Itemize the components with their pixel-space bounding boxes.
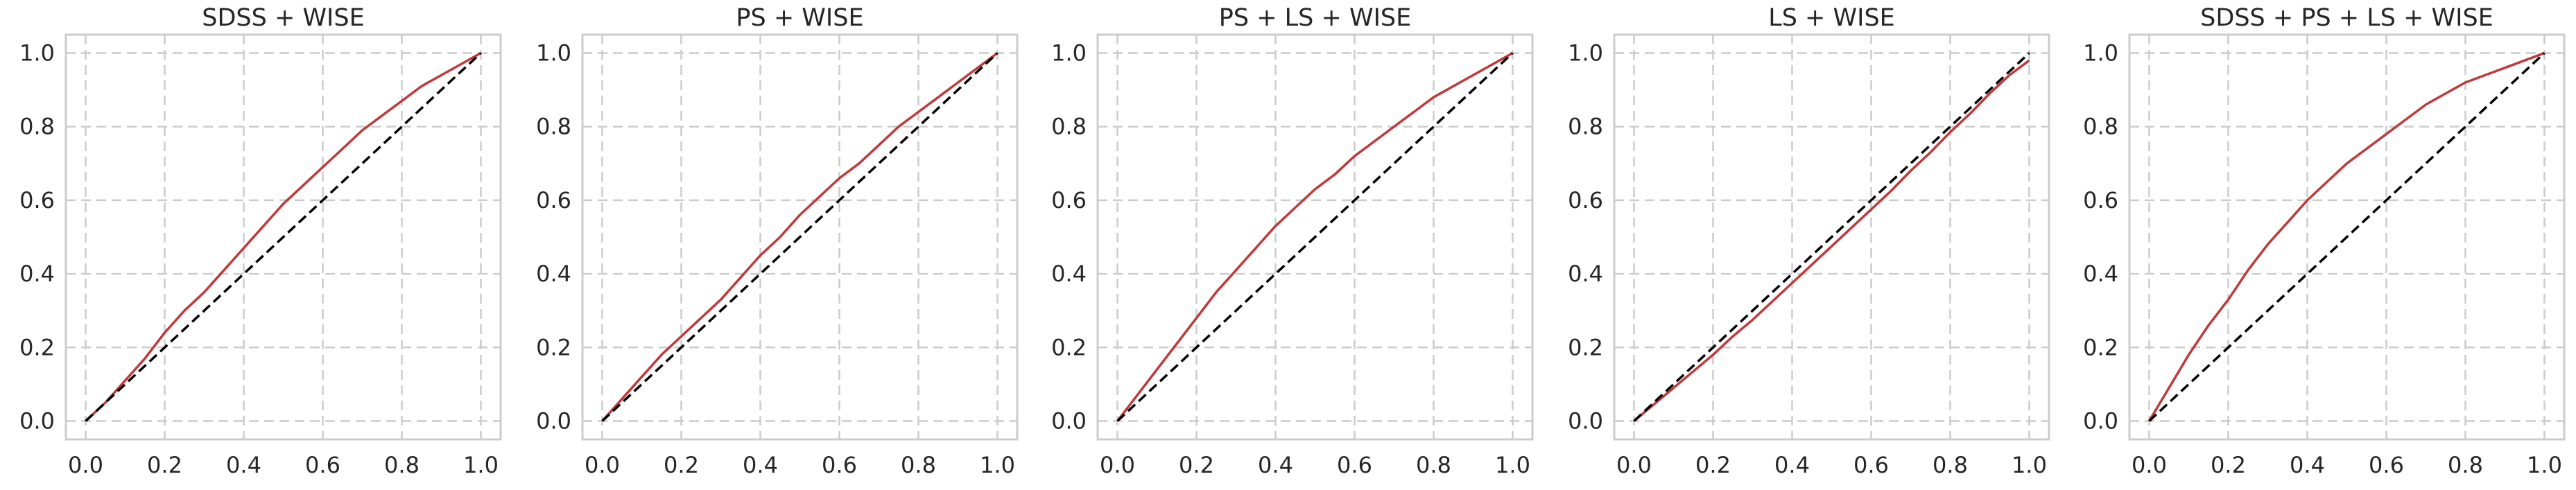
chart-panel-1: 0.0 0.2 0.4 0.6 0.8 1.0 0.0 0.2 0.4 0.6 0.8 1.0 SDSS…	[19, 4, 502, 478]
y-tick-label: 0.0	[1568, 408, 1603, 434]
axes-frame	[64, 33, 502, 441]
x-tick-label: 0.0	[68, 452, 103, 478]
x-tick-label: 0.0	[585, 452, 620, 478]
diagonal-reference-line	[1116, 52, 1514, 422]
y-tick-label: 1.0	[2083, 40, 2118, 67]
y-tick-label: 1.0	[536, 40, 571, 67]
y-tick-label: 0.0	[2083, 408, 2118, 434]
diagonal-reference-line	[1633, 52, 2030, 422]
y-tick-label: 0.0	[19, 408, 55, 434]
y-tick-label: 0.8	[2083, 114, 2118, 140]
y-tick-label: 0.8	[19, 114, 55, 140]
y-tick-label: 0.2	[1051, 334, 1087, 360]
axes-frame	[581, 33, 1019, 441]
y-tick-label: 0.8	[1568, 114, 1603, 140]
panel-title: SDSS + PS + LS + WISE	[2200, 4, 2493, 32]
x-tick-label: 0.0	[2132, 452, 2167, 478]
y-tick-label: 1.0	[1051, 40, 1087, 67]
y-tick-label: 0.0	[1051, 408, 1087, 434]
y-tick-label: 0.6	[1568, 187, 1603, 213]
x-tick-label: 0.0	[1100, 452, 1135, 478]
x-tick-label: 0.8	[384, 452, 420, 478]
diagonal-reference-line	[85, 52, 482, 422]
calibration-curve-line	[85, 51, 482, 422]
x-tick-label: 0.2	[1179, 452, 1214, 478]
x-tick-label: 0.6	[2369, 452, 2404, 478]
x-tick-label: 0.8	[2448, 452, 2483, 478]
axes-frame	[1096, 33, 1534, 441]
chart-panel-3: 0.0 0.2 0.4 0.6 0.8 1.0 0.0 0.2 0.4 0.6 0.8 1.0 PS +…	[1051, 4, 1534, 478]
chart-panel-4: 0.0 0.2 0.4 0.6 0.8 1.0 0.0 0.2 0.4 0.6 0.8 1.0 LS +…	[1568, 4, 2050, 478]
y-tick-label: 1.0	[19, 40, 55, 67]
x-tick-label: 1.0	[2527, 452, 2562, 478]
calibration-curve-line	[1116, 51, 1514, 422]
y-tick-label: 0.4	[536, 261, 571, 287]
y-tick-label: 0.8	[1051, 114, 1087, 140]
x-tick-label: 0.6	[305, 452, 340, 478]
x-tick-label: 1.0	[980, 452, 1015, 478]
axes-frame	[2128, 33, 2566, 441]
y-tick-label: 0.4	[1568, 261, 1603, 287]
x-tick-label: 0.6	[1853, 452, 1889, 478]
chart-panel-2: 0.0 0.2 0.4 0.6 0.8 1.0 0.0 0.2 0.4 0.6 0.8 1.0 PS +…	[536, 4, 1019, 478]
x-tick-label: 1.0	[2012, 452, 2047, 478]
x-tick-label: 0.8	[1416, 452, 1451, 478]
x-tick-label: 0.4	[1774, 452, 1810, 478]
chart-panel-5: 0.0 0.2 0.4 0.6 0.8 1.0 0.0 0.2 0.4 0.6 0.8 1.0 SDSS…	[2083, 4, 2566, 478]
panel-title: LS + WISE	[1768, 4, 1895, 32]
y-tick-label: 0.2	[536, 334, 571, 360]
x-tick-label: 0.4	[2290, 452, 2325, 478]
y-tick-label: 0.6	[2083, 187, 2118, 213]
x-tick-label: 0.2	[2211, 452, 2246, 478]
y-tick-label: 0.6	[536, 187, 571, 213]
calibration-curve-line	[1633, 59, 2030, 422]
x-tick-label: 0.8	[1933, 452, 1968, 478]
x-tick-label: 1.0	[1495, 452, 1530, 478]
y-tick-label: 0.4	[2083, 261, 2118, 287]
y-tick-label: 0.0	[536, 408, 571, 434]
x-tick-label: 0.4	[1258, 452, 1293, 478]
y-tick-label: 0.2	[2083, 334, 2118, 360]
y-tick-label: 0.4	[19, 261, 55, 287]
calibration-curve-line	[601, 52, 999, 422]
x-tick-label: 0.2	[664, 452, 699, 478]
x-tick-label: 0.8	[901, 452, 936, 478]
y-tick-label: 0.6	[19, 187, 55, 213]
y-tick-label: 0.8	[536, 114, 571, 140]
x-tick-label: 0.4	[226, 452, 261, 478]
axes-frame	[1613, 33, 2050, 441]
diagonal-reference-line	[601, 52, 999, 422]
panel-title: SDSS + WISE	[202, 4, 364, 32]
panel-title: PS + LS + WISE	[1219, 4, 1411, 32]
y-tick-label: 1.0	[1568, 40, 1603, 67]
x-tick-label: 0.2	[147, 452, 182, 478]
diagonal-reference-line	[2148, 52, 2545, 422]
y-tick-label: 0.2	[1568, 334, 1603, 360]
y-tick-label: 0.2	[19, 334, 55, 360]
calibration-curve-line	[2147, 51, 2545, 422]
y-tick-label: 0.6	[1051, 187, 1087, 213]
x-tick-label: 1.0	[463, 452, 499, 478]
x-tick-label: 0.4	[743, 452, 778, 478]
x-tick-label: 0.2	[1695, 452, 1731, 478]
y-tick-label: 0.4	[1051, 261, 1087, 287]
x-tick-label: 0.6	[1337, 452, 1372, 478]
panel-title: PS + WISE	[736, 4, 863, 32]
x-tick-label: 0.0	[1616, 452, 1652, 478]
x-tick-label: 0.6	[822, 452, 857, 478]
